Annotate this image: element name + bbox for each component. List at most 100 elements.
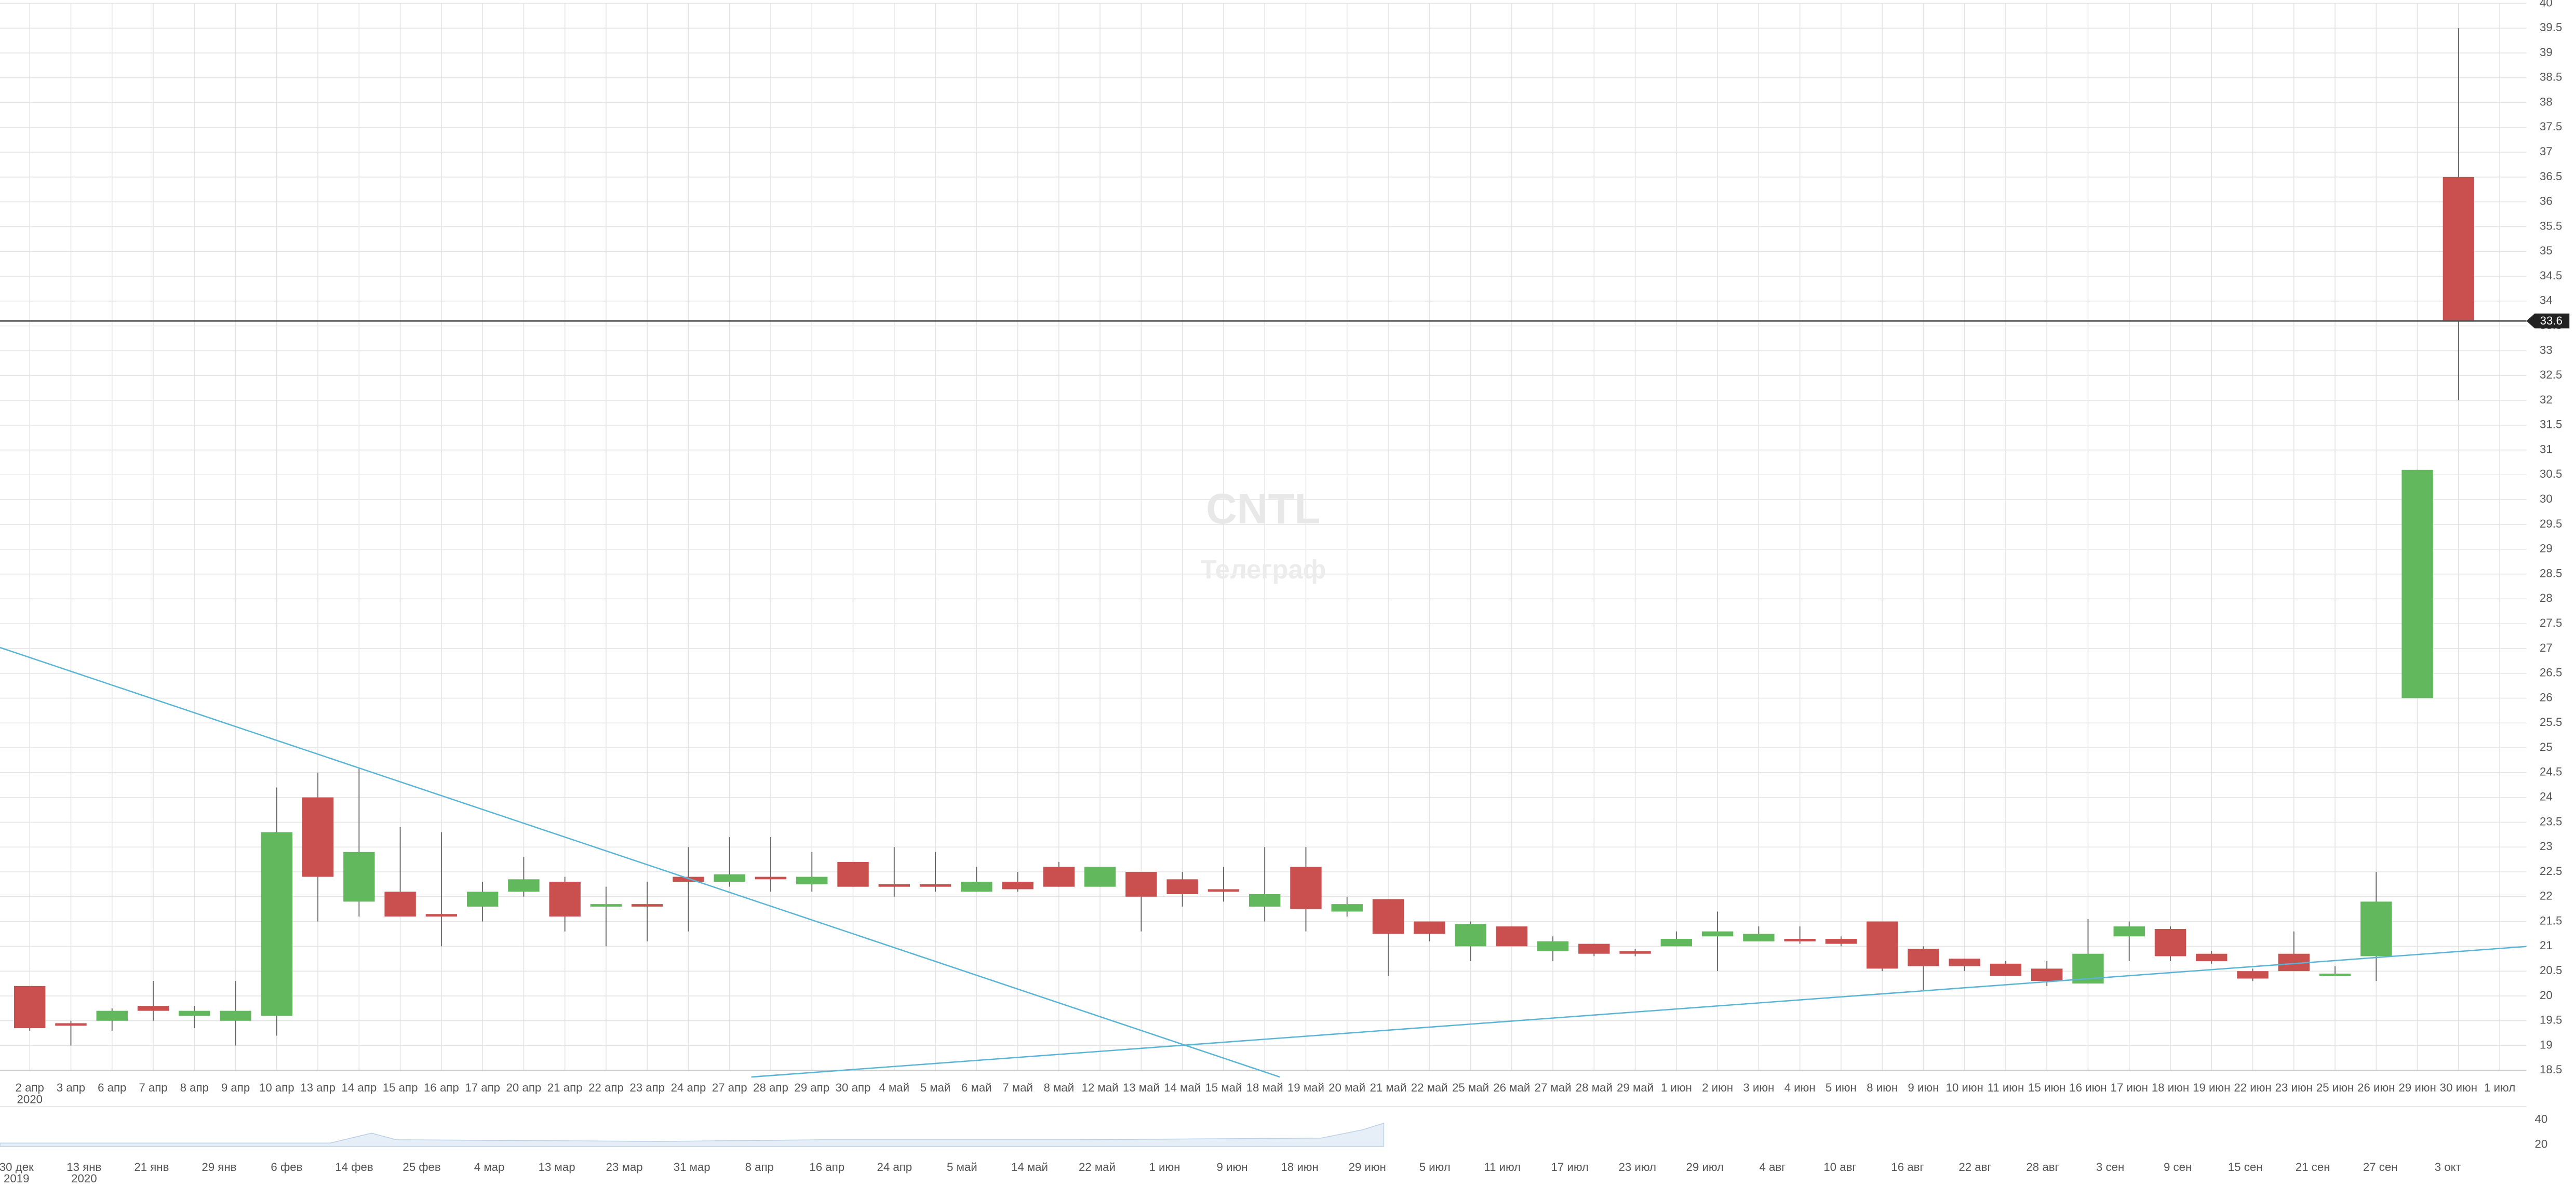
- y-tick-label: 21: [2540, 939, 2553, 952]
- x-tick-label: 2 апр: [16, 1081, 44, 1094]
- x-tick-label: 7 апр: [139, 1081, 167, 1094]
- candle-body: [1619, 951, 1651, 954]
- candle-body: [2113, 926, 2145, 937]
- x-tick-label: 28 май: [1576, 1081, 1613, 1094]
- navigator-x-label: 15 сен: [2228, 1161, 2263, 1174]
- x-tick-label: 12 май: [1082, 1081, 1119, 1094]
- candle-body: [2196, 953, 2228, 962]
- y-tick-label: 27.5: [2540, 616, 2562, 629]
- y-tick-label: 37: [2540, 145, 2553, 158]
- navigator-x-label: 18 июн: [1281, 1161, 1318, 1174]
- x-tick-label: 30 июн: [2440, 1081, 2477, 1094]
- x-tick-label: 15 апр: [383, 1081, 418, 1094]
- x-tick-label: 5 май: [920, 1081, 951, 1094]
- x-tick-label: 3 июн: [1743, 1081, 1774, 1094]
- navigator-x-label: 29 июл: [1686, 1161, 1724, 1174]
- x-tick-label: 9 июн: [1908, 1081, 1939, 1094]
- candle-body: [1290, 867, 1322, 909]
- candle-body: [1578, 944, 1610, 954]
- candle-body: [384, 892, 416, 917]
- x-tick-label: 17 июн: [2111, 1081, 2148, 1094]
- watermark-subtitle: Телеграф: [1200, 555, 1326, 584]
- navigator-x-label: 9 сен: [2164, 1161, 2192, 1174]
- y-tick-label: 38: [2540, 95, 2553, 108]
- candle-body: [1825, 939, 1857, 944]
- x-tick-label: 28 апр: [753, 1081, 788, 1094]
- candle-body: [1166, 879, 1198, 895]
- x-tick-label: 19 май: [1287, 1081, 1324, 1094]
- x-tick-label: 26 май: [1493, 1081, 1530, 1094]
- x-tick-label: 18 май: [1246, 1081, 1283, 1094]
- navigator-x-label: 13 янв: [66, 1161, 101, 1174]
- y-tick-label: 19.5: [2540, 1014, 2562, 1027]
- x-tick-label: 8 июн: [1867, 1081, 1898, 1094]
- navigator-x-label: 13 мар: [539, 1161, 575, 1174]
- candle-body: [2360, 901, 2392, 956]
- navigator-x-label: 16 авг: [1891, 1161, 1924, 1174]
- navigator-x-label: 23 июл: [1619, 1161, 1657, 1174]
- x-tick-label: 23 апр: [629, 1081, 665, 1094]
- candle-body: [2154, 928, 2186, 956]
- candle-body: [2237, 971, 2269, 979]
- y-tick-label: 39: [2540, 46, 2553, 59]
- x-tick-label: 29 май: [1617, 1081, 1654, 1094]
- candle-body: [1660, 939, 1693, 947]
- x-tick-label: 27 апр: [712, 1081, 747, 1094]
- x-tick-label: 1 июл: [2484, 1081, 2515, 1094]
- x-tick-label: 13 май: [1123, 1081, 1160, 1094]
- y-tick-label: 28.5: [2540, 567, 2562, 579]
- candle-body: [1701, 931, 1734, 937]
- x-tick-label: 13 апр: [300, 1081, 336, 1094]
- y-tick-label: 34: [2540, 294, 2553, 307]
- y-tick-label: 40: [2540, 0, 2553, 9]
- x-tick-label: 3 апр: [57, 1081, 85, 1094]
- y-tick-label: 38.5: [2540, 71, 2562, 84]
- navigator-x-label: 31 мар: [674, 1161, 710, 1174]
- navigator-y-tick-label: 40: [2535, 1113, 2548, 1126]
- candle-body: [1125, 872, 1157, 897]
- navigator-x-label: 5 май: [947, 1161, 977, 1174]
- candle-body: [508, 879, 540, 892]
- x-tick-label: 27 май: [1535, 1081, 1572, 1094]
- y-tick-label: 22.5: [2540, 865, 2562, 878]
- x-tick-label: 2 июн: [1702, 1081, 1733, 1094]
- y-tick-label: 32.5: [2540, 368, 2562, 381]
- y-tick-label: 34.5: [2540, 269, 2562, 282]
- candle-body: [1043, 867, 1075, 887]
- candle-body: [1002, 882, 1034, 890]
- x-tick-label: 20 май: [1329, 1081, 1365, 1094]
- candle-body: [302, 797, 334, 877]
- y-tick-label: 20.5: [2540, 964, 2562, 977]
- y-tick-label: 26: [2540, 691, 2553, 704]
- candle-body: [961, 882, 992, 892]
- trend-lines: [0, 646, 2527, 1078]
- watermark: CNTL: [1206, 484, 1320, 533]
- y-tick-label: 30.5: [2540, 467, 2562, 480]
- navigator-background: [0, 1107, 2527, 1156]
- y-tick-label: 22: [2540, 890, 2553, 902]
- candle-body: [425, 914, 458, 917]
- x-tick-label: 25 май: [1452, 1081, 1489, 1094]
- navigator-x-label: 29 янв: [202, 1161, 236, 1174]
- candle-body: [673, 877, 704, 882]
- x-tick-label: 19 июн: [2193, 1081, 2230, 1094]
- grid: 18.5 19 19.5 20 20.5 21 21.5 22 22.5 23 23.5 24 24.5…: [0, 0, 2562, 1106]
- navigator-x-label: 29 июн: [1348, 1161, 1386, 1174]
- y-tick-label: 18.5: [2540, 1063, 2562, 1076]
- y-tick-label: 24.5: [2540, 765, 2562, 778]
- navigator-x-label: 16 апр: [809, 1161, 844, 1174]
- navigator-x-label: 22 авг: [1958, 1161, 1991, 1174]
- candle-body: [14, 986, 46, 1029]
- y-tick-label: 23.5: [2540, 815, 2562, 828]
- x-tick-label: 30 апр: [836, 1081, 871, 1094]
- x-tick-label: 15 июн: [2028, 1081, 2065, 1094]
- candle-body: [1496, 926, 1527, 947]
- x-tick-label: 16 апр: [424, 1081, 459, 1094]
- candle-body: [549, 882, 581, 917]
- navigator-year-label: 2020: [71, 1172, 97, 1185]
- y-tick-label: 31.5: [2540, 418, 2562, 431]
- x-tick-label: 17 апр: [465, 1081, 500, 1094]
- x-tick-label: 22 июн: [2234, 1081, 2271, 1094]
- candle-body: [1455, 924, 1486, 947]
